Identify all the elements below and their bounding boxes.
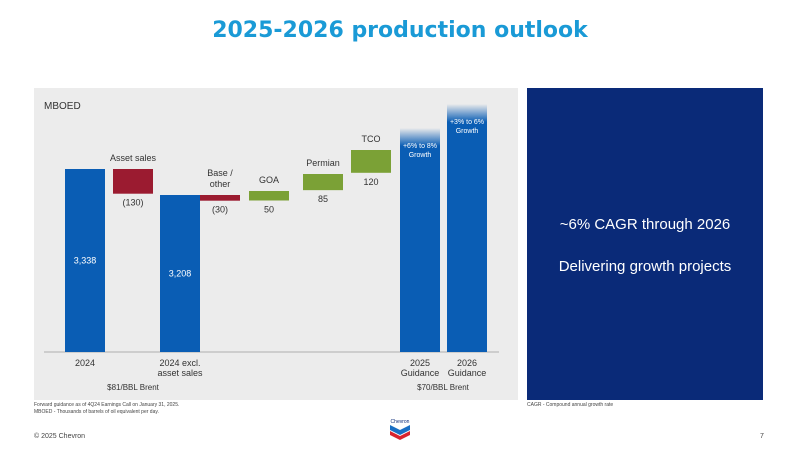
category-label: Guidance xyxy=(448,368,487,378)
category-top-label: GOA xyxy=(259,175,279,185)
guidance-bar xyxy=(400,146,440,352)
category-top-label: Permian xyxy=(306,158,340,168)
guidance-bar xyxy=(447,122,487,352)
bar-value-label: 3,208 xyxy=(169,269,192,279)
unit-label: MBOED xyxy=(44,101,81,112)
bar-value-label: (30) xyxy=(212,205,228,215)
footnote-mboed: MBOED - Thousands of barrels of oil equi… xyxy=(34,409,159,415)
category-label: asset sales xyxy=(157,368,203,378)
growth-range-bar xyxy=(447,104,487,122)
growth-range-bar xyxy=(400,128,440,146)
category-top-label: other xyxy=(210,179,231,189)
bar-value-label: 50 xyxy=(264,205,274,215)
summary-panel: ~6% CAGR through 2026 Delivering growth … xyxy=(527,88,763,400)
category-top-label: Asset sales xyxy=(110,153,157,163)
logo-wordmark: Chevron xyxy=(391,419,410,425)
category-label: 2024 xyxy=(75,358,95,368)
cagr-text: ~6% CAGR through 2026 xyxy=(559,216,731,233)
category-label: 2024 excl. xyxy=(159,358,200,368)
increase-bar xyxy=(351,150,391,173)
increase-bar xyxy=(249,191,289,201)
price-note: $70/BBL Brent xyxy=(417,383,470,392)
category-label: 2026 xyxy=(457,358,477,368)
growth-label: +3% to 6% xyxy=(450,119,484,126)
decrease-bar xyxy=(113,169,153,194)
price-note: $81/BBL Brent xyxy=(107,383,160,392)
total-bar xyxy=(65,169,105,352)
chevron-logo-icon: Chevron xyxy=(390,419,410,440)
category-label: 2025 xyxy=(410,358,430,368)
category-top-label: TCO xyxy=(362,134,381,144)
increase-bar xyxy=(303,174,343,191)
growth-label: +6% to 8% xyxy=(403,143,437,150)
footnote-guidance: Forward guidance as of 4Q24 Earnings Cal… xyxy=(34,402,180,408)
copyright: © 2025 Chevron xyxy=(34,433,86,440)
category-top-label: Base / xyxy=(207,168,233,178)
growth-label: Growth xyxy=(409,152,432,159)
page-number: 7 xyxy=(760,433,764,440)
bar-value-label: (130) xyxy=(122,198,143,208)
production-waterfall-chart: MBOED 3,338 2024 (130) Asset sales 3,208 2024… xyxy=(44,101,499,392)
bar-value-label: 3,338 xyxy=(74,256,97,266)
category-label: Guidance xyxy=(401,368,440,378)
decrease-bar xyxy=(200,195,240,201)
growth-projects-text: Delivering growth projects xyxy=(558,258,732,275)
bar-value-label: 85 xyxy=(318,194,328,204)
total-bar xyxy=(160,195,200,352)
footnote-cagr: CAGR - Compound annual growth rate xyxy=(527,402,614,408)
bar-value-label: 120 xyxy=(363,177,378,187)
growth-label: Growth xyxy=(456,128,479,135)
page-title: 2025-2026 production outlook xyxy=(212,18,588,43)
